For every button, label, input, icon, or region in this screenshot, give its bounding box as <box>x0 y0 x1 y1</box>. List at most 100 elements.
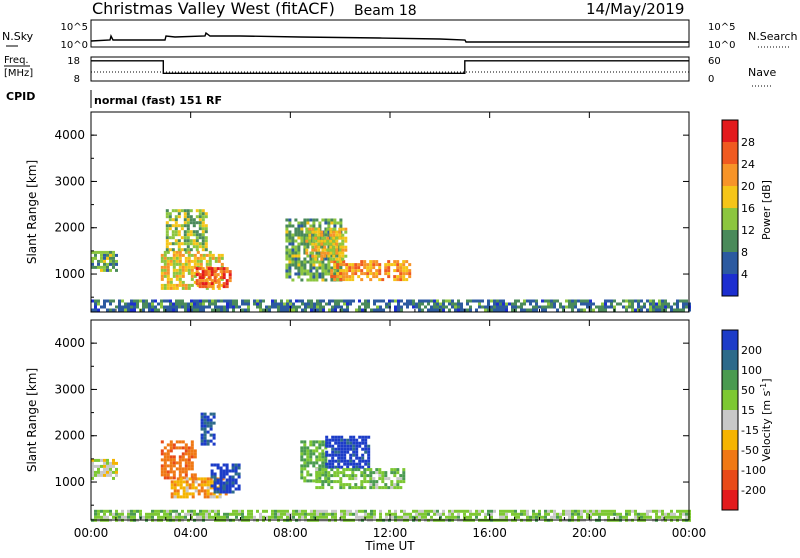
echo-cell <box>169 455 173 459</box>
echo-cell <box>373 509 376 513</box>
echo-cell <box>203 492 207 496</box>
echo-cell <box>300 233 304 237</box>
echo-cell <box>379 308 382 312</box>
echo-cell <box>378 266 382 270</box>
echo-cell <box>574 302 577 306</box>
echo-cell <box>274 302 277 306</box>
echo-cell <box>213 270 217 274</box>
echo-cell <box>176 495 180 499</box>
echo-cell <box>309 224 313 228</box>
echo-cell <box>172 286 176 290</box>
echo-cell <box>484 515 487 519</box>
echo-cell <box>682 509 685 513</box>
echo-cell <box>309 455 313 459</box>
echo-cell <box>318 251 322 255</box>
echo-cell <box>312 452 316 456</box>
echo-cell <box>212 442 216 446</box>
echo-cell <box>336 468 340 472</box>
echo-cell <box>349 459 353 463</box>
echo-cell <box>358 509 361 513</box>
echo-cell <box>332 227 336 231</box>
echo-cell <box>406 299 409 303</box>
echo-cell <box>366 272 370 276</box>
noise-left-tick-top: 10^5 <box>61 22 88 33</box>
echo-cell <box>274 515 277 519</box>
echo-cell <box>334 453 338 457</box>
echo-cell <box>341 233 345 237</box>
echo-cell <box>217 253 221 257</box>
echo-cell <box>204 245 208 249</box>
echo-cell <box>436 512 439 516</box>
echo-cell <box>311 242 315 246</box>
echo-cell <box>316 308 319 312</box>
echo-cell <box>297 224 301 228</box>
echo-cell <box>189 218 193 222</box>
echo-cell <box>165 230 169 234</box>
echo-cell <box>364 450 368 454</box>
echo-cell <box>169 458 173 462</box>
echo-cell <box>369 471 373 475</box>
echo-cell <box>366 263 370 267</box>
echo-cell <box>177 230 181 234</box>
echo-cell <box>667 512 670 516</box>
echo-cell <box>277 512 280 516</box>
echo-cell <box>550 515 553 519</box>
echo-cell <box>342 263 346 267</box>
echo-cell <box>318 452 322 456</box>
echo-cell <box>373 299 376 303</box>
echo-cell <box>315 461 319 465</box>
echo-cell <box>314 242 318 246</box>
echo-cell <box>97 299 100 303</box>
echo-cell <box>303 458 307 462</box>
echo-cell <box>103 253 106 257</box>
echo-cell <box>341 236 345 240</box>
echo-cell <box>643 515 646 519</box>
echo-cell <box>553 509 556 513</box>
echo-cell <box>285 263 289 267</box>
echo-cell <box>406 302 409 306</box>
echo-cell <box>203 427 207 431</box>
echo-cell <box>292 308 295 312</box>
echo-cell <box>321 473 325 477</box>
echo-cell <box>300 260 304 264</box>
echo-cell <box>349 462 353 466</box>
echo-cell <box>297 245 301 249</box>
echo-cell <box>393 275 397 279</box>
echo-cell <box>209 439 213 443</box>
echo-cell <box>97 458 100 462</box>
echo-cell <box>130 305 133 309</box>
echo-cell <box>309 260 313 264</box>
echo-cell <box>165 221 169 225</box>
echo-cell <box>315 278 319 282</box>
echo-cell <box>348 483 352 487</box>
echo-cell <box>199 515 202 519</box>
echo-cell <box>178 250 182 254</box>
echo-cell <box>232 305 235 309</box>
echo-cell <box>592 512 595 516</box>
echo-cell <box>526 308 529 312</box>
echo-cell <box>451 299 454 303</box>
echo-cell <box>177 245 181 249</box>
echo-cell <box>220 262 224 266</box>
echo-cell <box>553 305 556 309</box>
echo-cell <box>106 262 109 266</box>
echo-cell <box>262 299 265 303</box>
echo-cell <box>324 263 328 267</box>
echo-cell <box>285 251 289 255</box>
echo-cell <box>418 305 421 309</box>
echo-cell <box>207 285 211 289</box>
echo-cell <box>349 441 353 445</box>
echo-cell <box>228 490 232 494</box>
echo-cell <box>118 512 121 516</box>
echo-cell <box>317 254 321 258</box>
echo-cell <box>300 449 304 453</box>
echo-cell <box>387 486 391 490</box>
echo-cell <box>364 447 368 451</box>
echo-cell <box>574 512 577 516</box>
echo-cell <box>544 512 547 516</box>
echo-cell <box>201 248 205 252</box>
echo-cell <box>679 308 682 312</box>
echo-cell <box>378 486 382 490</box>
echo-cell <box>312 221 316 225</box>
echo-cell <box>201 279 205 283</box>
